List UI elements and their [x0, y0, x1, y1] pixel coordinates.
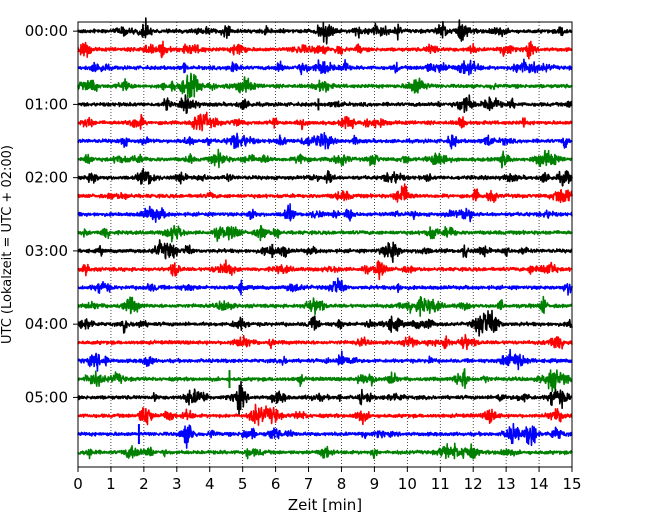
trace-line	[77, 368, 573, 393]
trace-line	[77, 131, 573, 150]
trace-line	[77, 148, 573, 169]
y-tick-label: 01:00	[25, 95, 68, 113]
trace-line	[77, 58, 573, 76]
trace-line	[77, 17, 573, 45]
x-tick-label: 3	[172, 475, 182, 493]
x-tick-label: 8	[337, 475, 347, 493]
y-axis-label: UTC (Lokalzeit = UTC + 02:00)	[0, 145, 15, 344]
x-tick-label: 5	[238, 475, 248, 493]
x-tick-label: 1	[106, 475, 116, 493]
y-tick-label: 04:00	[25, 315, 68, 333]
plot-frame	[77, 21, 573, 468]
x-tick-label: 15	[562, 475, 581, 493]
trace-line	[77, 309, 573, 337]
trace-line	[77, 277, 573, 296]
trace-line	[77, 403, 573, 426]
trace-line	[77, 224, 573, 243]
vertical-grid	[110, 22, 540, 467]
trace-line	[77, 183, 573, 204]
trace-line	[77, 442, 573, 460]
x-tick-label: 14	[530, 475, 549, 493]
trace-line	[77, 72, 573, 99]
x-axis: 0 1 2 3 4 5 6 7 8 9 10 11 12 13 14 15	[73, 467, 582, 493]
trace-line	[77, 259, 573, 281]
x-tick-label: 12	[464, 475, 483, 493]
trace-group	[77, 17, 573, 460]
y-tick-label: 00:00	[25, 22, 68, 40]
trace-line	[77, 333, 573, 351]
x-tick-label: 4	[205, 475, 215, 493]
trace-line	[77, 111, 573, 132]
y-tick-label: 03:00	[25, 242, 68, 260]
x-tick-label: 2	[139, 475, 149, 493]
trace-line	[77, 203, 573, 223]
x-tick-label: 9	[370, 475, 380, 493]
trace-line	[77, 94, 573, 115]
trace-line	[77, 348, 573, 372]
y-tick-label: 05:00	[25, 388, 68, 406]
y-tick-label: 02:00	[25, 169, 68, 187]
y-axis: 00:00 01:00 02:00 03:00 04:00 05:00	[25, 22, 78, 406]
trace-line	[77, 40, 573, 60]
x-tick-label: 11	[431, 475, 450, 493]
trace-line	[77, 422, 573, 449]
trace-line	[77, 167, 573, 187]
x-tick-label: 6	[271, 475, 281, 493]
x-tick-label: 13	[497, 475, 516, 493]
x-tick-label: 0	[73, 475, 83, 493]
trace-line	[77, 239, 573, 263]
trace-line	[77, 380, 573, 416]
x-tick-label: 7	[304, 475, 314, 493]
x-tick-label: 10	[398, 475, 417, 493]
x-axis-label: Zeit [min]	[288, 496, 362, 514]
trace-line	[77, 295, 573, 317]
